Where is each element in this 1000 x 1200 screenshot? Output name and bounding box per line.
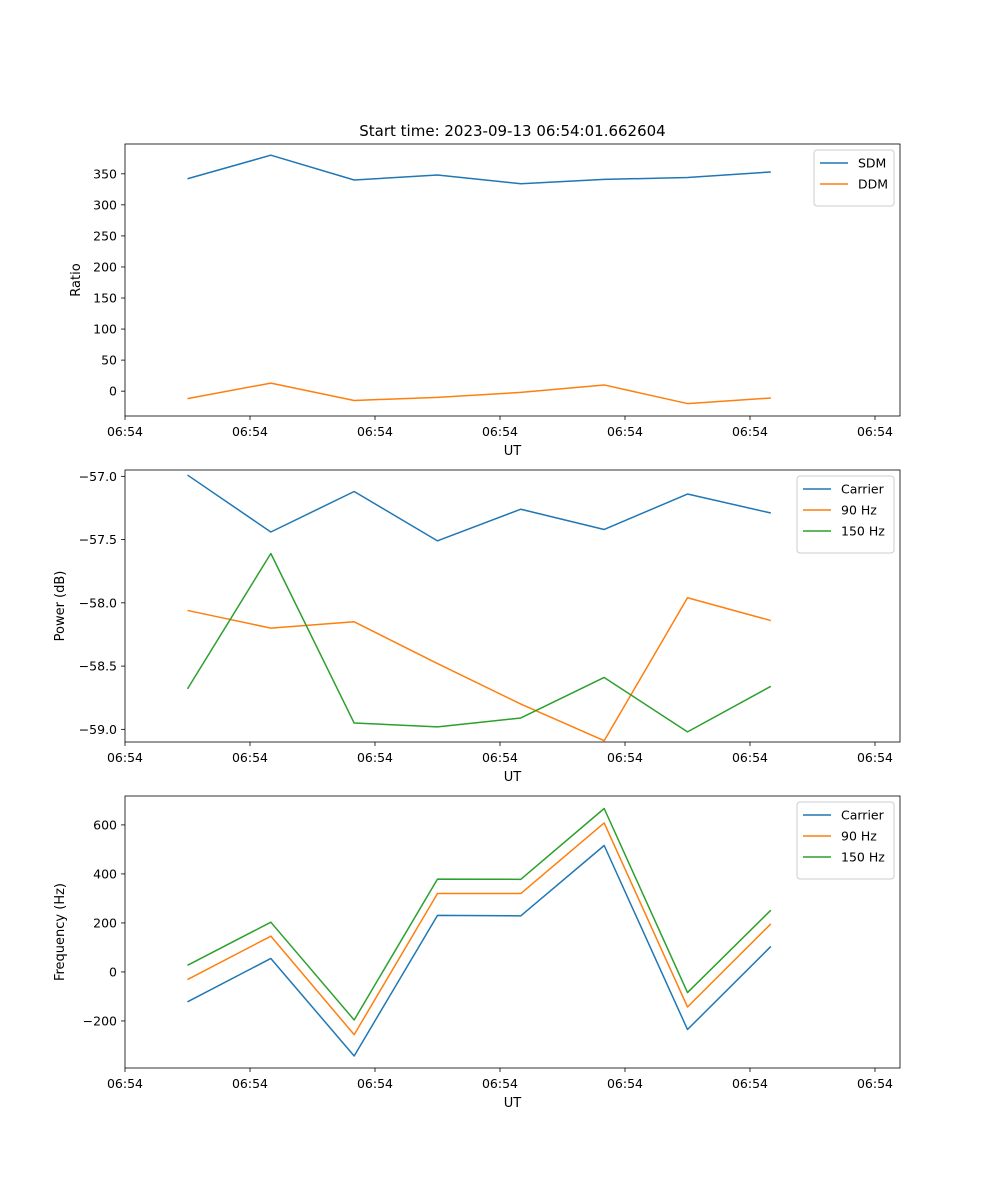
axes-frame [124, 469, 901, 743]
y-tick-label: 150 [93, 291, 117, 306]
y-tick-label: −58.0 [79, 595, 117, 610]
legend-box [796, 801, 895, 880]
y-tick-label: −200 [83, 1013, 117, 1028]
axes-frame [124, 795, 901, 1069]
series-line-90-hz [187, 597, 772, 742]
x-tick-label: 06:54 [232, 424, 268, 439]
y-tick-label: 50 [101, 353, 117, 368]
legend-label: Carrier [841, 482, 885, 497]
series-line-90-hz [187, 822, 772, 1036]
x-tick-label: 06:54 [357, 424, 393, 439]
y-tick-label: 600 [93, 817, 117, 832]
x-tick-label: 06:54 [482, 1076, 518, 1091]
x-tick-label: 06:54 [482, 750, 518, 765]
x-tick-label: 06:54 [232, 1076, 268, 1091]
legend-box [813, 149, 895, 207]
panel-ratio: 06:54 06:54 06:54 06:54 06:54 06:54 06:54 0 50 10… [69, 143, 901, 459]
series-line-carrier [187, 844, 772, 1057]
x-axis-label: UT [504, 444, 522, 459]
x-tick-label: 06:54 [857, 750, 893, 765]
y-tick-label: 0 [109, 384, 117, 399]
legend-label: Carrier [841, 808, 885, 823]
series-line-150-hz [186, 552, 772, 733]
legend-label: 150 Hz [841, 850, 885, 865]
x-tick-label: 06:54 [732, 424, 768, 439]
y-tick-label: −57.5 [79, 532, 117, 547]
x-tick-label: 06:54 [107, 750, 143, 765]
x-axis-label: UT [504, 770, 522, 785]
y-tick-label: 0 [109, 964, 117, 979]
y-tick-label: −58.5 [79, 659, 117, 674]
y-tick-label: 300 [93, 197, 117, 212]
y-axis-label: Frequency (Hz) [53, 883, 68, 981]
y-tick-label: 200 [93, 259, 117, 274]
y-axis-label: Ratio [69, 263, 84, 296]
y-tick-label: 350 [93, 166, 117, 181]
y-tick-label: 250 [93, 228, 117, 243]
legend-label: 150 Hz [841, 524, 885, 539]
x-tick-label: 06:54 [732, 1076, 768, 1091]
y-tick-label: 200 [93, 915, 117, 930]
y-axis-label: Power (dB) [53, 571, 68, 642]
series-line-carrier [187, 474, 771, 542]
y-tick-label: −59.0 [79, 722, 117, 737]
series-line-sdm [187, 154, 771, 185]
legend: SDM DDM [813, 149, 895, 207]
legend: Carrier 90 Hz 150 Hz [796, 475, 895, 554]
x-tick-label: 06:54 [107, 424, 143, 439]
x-tick-label: 06:54 [857, 1076, 893, 1091]
legend-label: 90 Hz [841, 503, 877, 518]
figure-title: Start time: 2023-09-13 06:54:01.662604 [359, 122, 665, 140]
legend-label: SDM [858, 156, 886, 171]
x-tick-label: 06:54 [607, 1076, 643, 1091]
series-line-ddm [187, 382, 771, 405]
panel-frequency: 06:54 06:54 06:54 06:54 06:54 06:54 06:54 −200 0… [53, 795, 901, 1111]
x-tick-label: 06:54 [482, 424, 518, 439]
axes-frame [124, 143, 901, 417]
x-tick-label: 06:54 [232, 750, 268, 765]
x-tick-label: 06:54 [732, 750, 768, 765]
series-line-150-hz [187, 807, 772, 1021]
x-tick-label: 06:54 [607, 424, 643, 439]
legend-label: DDM [858, 177, 888, 192]
panel-power: 06:54 06:54 06:54 06:54 06:54 06:54 06:54 −59.0… [53, 469, 901, 785]
x-tick-label: 06:54 [607, 750, 643, 765]
y-tick-label: 100 [93, 322, 117, 337]
x-tick-label: 06:54 [357, 1076, 393, 1091]
x-tick-label: 06:54 [857, 424, 893, 439]
legend: Carrier 90 Hz 150 Hz [796, 801, 895, 880]
x-axis-label: UT [504, 1096, 522, 1111]
x-tick-label: 06:54 [357, 750, 393, 765]
y-tick-label: 400 [93, 866, 117, 881]
x-tick-label: 06:54 [107, 1076, 143, 1091]
legend-box [796, 475, 895, 554]
y-tick-label: −57.0 [79, 469, 117, 484]
legend-label: 90 Hz [841, 829, 877, 844]
